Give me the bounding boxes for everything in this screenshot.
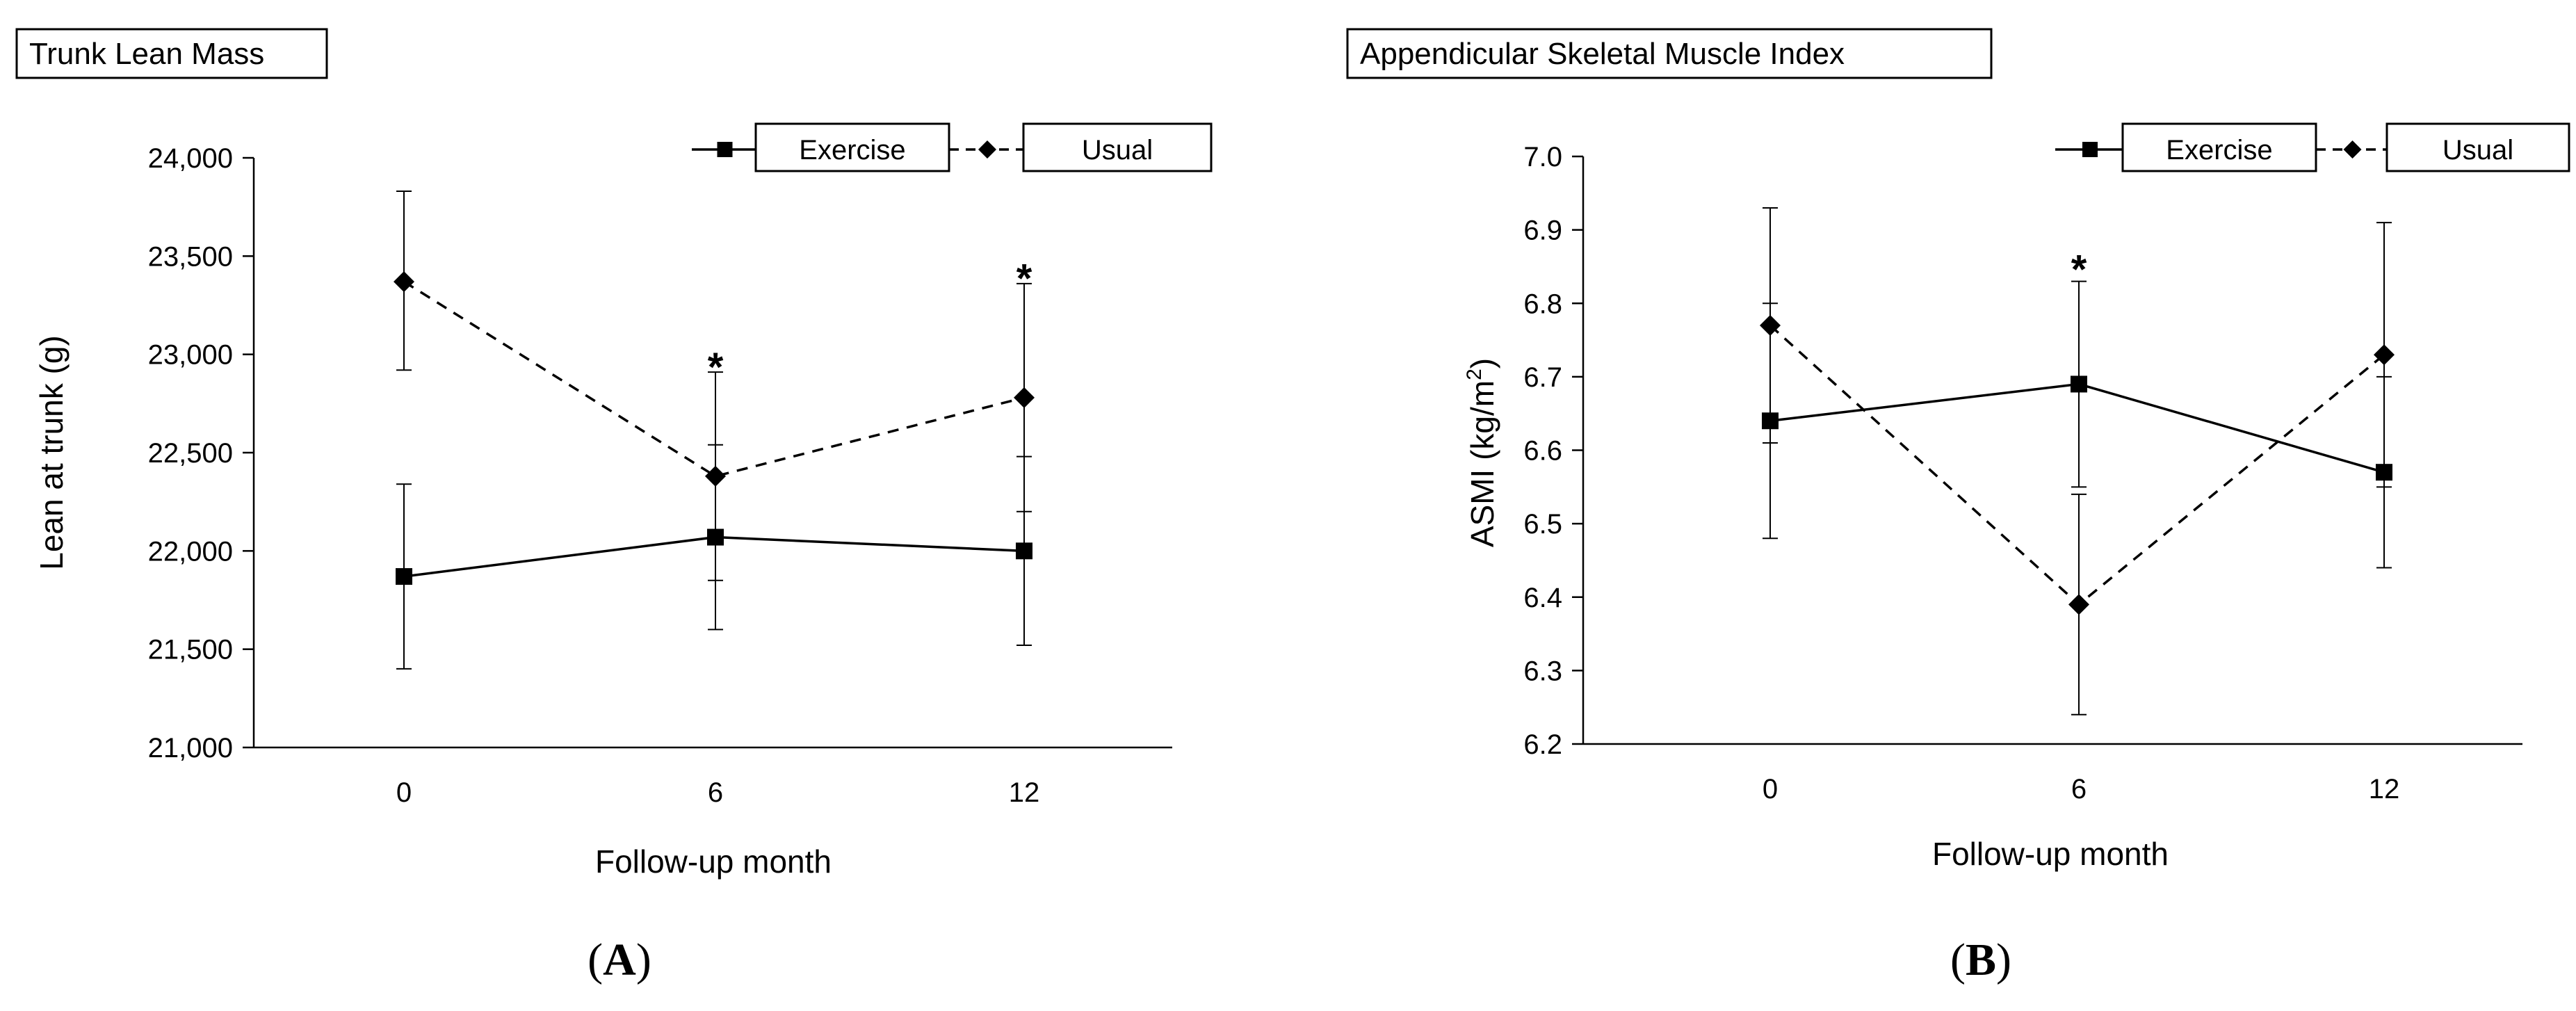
chart-title-box	[1346, 28, 1993, 79]
y-tick-label-2: 6.4	[1523, 583, 1562, 613]
y-tick-label-3: 22,500	[148, 438, 233, 469]
y-tick-label-6: 6.8	[1523, 289, 1562, 319]
panel-label-open-paren: (	[588, 935, 603, 985]
y-axis-title-end: )	[1464, 358, 1500, 369]
legend-box-exercise	[754, 122, 950, 172]
y-tick-label-0: 21,000	[148, 733, 233, 763]
y-tick-label-0: 6.2	[1523, 729, 1562, 760]
chart-title: Appendicular Skeletal Muscle Index	[1360, 37, 1845, 71]
chart1-s1-point-2	[2374, 344, 2395, 366]
chart-title: Trunk Lean Mass	[29, 37, 264, 71]
series-line-usual	[1769, 324, 2385, 606]
y-tick-label-2: 22,000	[148, 536, 233, 567]
y-tick-label-3: 6.5	[1523, 509, 1562, 540]
y-tick-label-8: 7.0	[1523, 142, 1562, 172]
y-tick-label-4: 23,000	[148, 340, 233, 371]
y-axis-title-main: ASMI (kg/m	[1464, 380, 1500, 547]
panel-label: (B)	[1950, 935, 2011, 985]
series-usual	[1760, 207, 2395, 715]
y-tick-label-4: 6.6	[1523, 436, 1562, 467]
legend-box-usual	[2385, 122, 2570, 172]
series-line-usual	[403, 280, 1025, 478]
y-tick-label-5: 23,500	[148, 241, 233, 272]
legend-label-usual: Usual	[2443, 135, 2513, 165]
y-axis-title: ASMI (kg/m2)	[1463, 358, 1500, 547]
legend-label-exercise: Exercise	[799, 135, 905, 165]
legend-marker-usual	[978, 140, 996, 159]
legend: Exercise Usual	[2055, 122, 2570, 172]
x-axis-title: Follow-up month	[1932, 836, 2169, 872]
panel-label-letter: B	[1966, 935, 1996, 985]
y-tick-label-5: 6.7	[1523, 362, 1562, 393]
chart0-s1-point-0	[394, 271, 414, 293]
chart0-s0-point-0	[396, 568, 412, 585]
series-exercise	[1762, 280, 2392, 569]
legend-box-exercise	[2121, 122, 2317, 172]
chart0-s1-point-2	[1014, 387, 1035, 408]
chart-panel-a: Trunk Lean Mass 21,000 21,500 22,000 22,500 2…	[15, 28, 1213, 985]
y-tick-label-1: 21,500	[148, 635, 233, 665]
chart1-s1-point-0	[1760, 314, 1781, 336]
x-tick-label-1: 6	[2071, 774, 2087, 804]
series-usual	[394, 191, 1035, 581]
chart0-s1-point-1	[705, 465, 726, 487]
x-tick-label-1: 6	[708, 777, 723, 808]
chart-title-box	[15, 28, 328, 79]
x-tick-label-2: 12	[2369, 774, 2400, 804]
panel-label: (A)	[588, 935, 651, 985]
legend: Exercise Usual	[692, 122, 1213, 172]
significance-marker-1: *	[1016, 257, 1032, 302]
y-tick-label-7: 6.9	[1523, 216, 1562, 246]
y-axis-title: Lean at trunk (g)	[33, 335, 70, 570]
y-axis-title-superscript: 2	[1463, 369, 1486, 380]
panel-label-close-paren: )	[1996, 935, 2011, 985]
series-line-exercise	[1769, 382, 2385, 474]
x-tick-label-0: 0	[396, 777, 412, 808]
x-tick-label-2: 12	[1009, 777, 1040, 808]
chart-panel-b: Appendicular Skeletal Muscle Index 6.2 6.3…	[1346, 28, 2570, 985]
chart1-s1-point-1	[2068, 594, 2089, 615]
legend-marker-usual	[2343, 140, 2362, 159]
y-tick-label-6: 24,000	[148, 143, 233, 174]
significance-marker-0: *	[2071, 247, 2087, 292]
legend-box-usual	[1022, 122, 1213, 172]
significance-marker-0: *	[708, 345, 724, 390]
legend-marker-exercise	[2082, 142, 2098, 157]
panel-label-letter: A	[603, 935, 636, 985]
legend-label-usual: Usual	[1082, 135, 1153, 165]
panel-label-close-paren: )	[636, 935, 651, 985]
y-tick-label-1: 6.3	[1523, 656, 1562, 686]
chart0-s0-point-2	[1016, 542, 1032, 560]
legend-marker-exercise	[717, 142, 733, 157]
x-axis-title: Follow-up month	[595, 843, 832, 880]
x-tick-label-0: 0	[1763, 774, 1778, 804]
legend-label-exercise: Exercise	[2166, 135, 2272, 165]
chart1-s0-point-1	[2071, 375, 2087, 393]
panel-label-open-paren: (	[1950, 935, 1966, 985]
